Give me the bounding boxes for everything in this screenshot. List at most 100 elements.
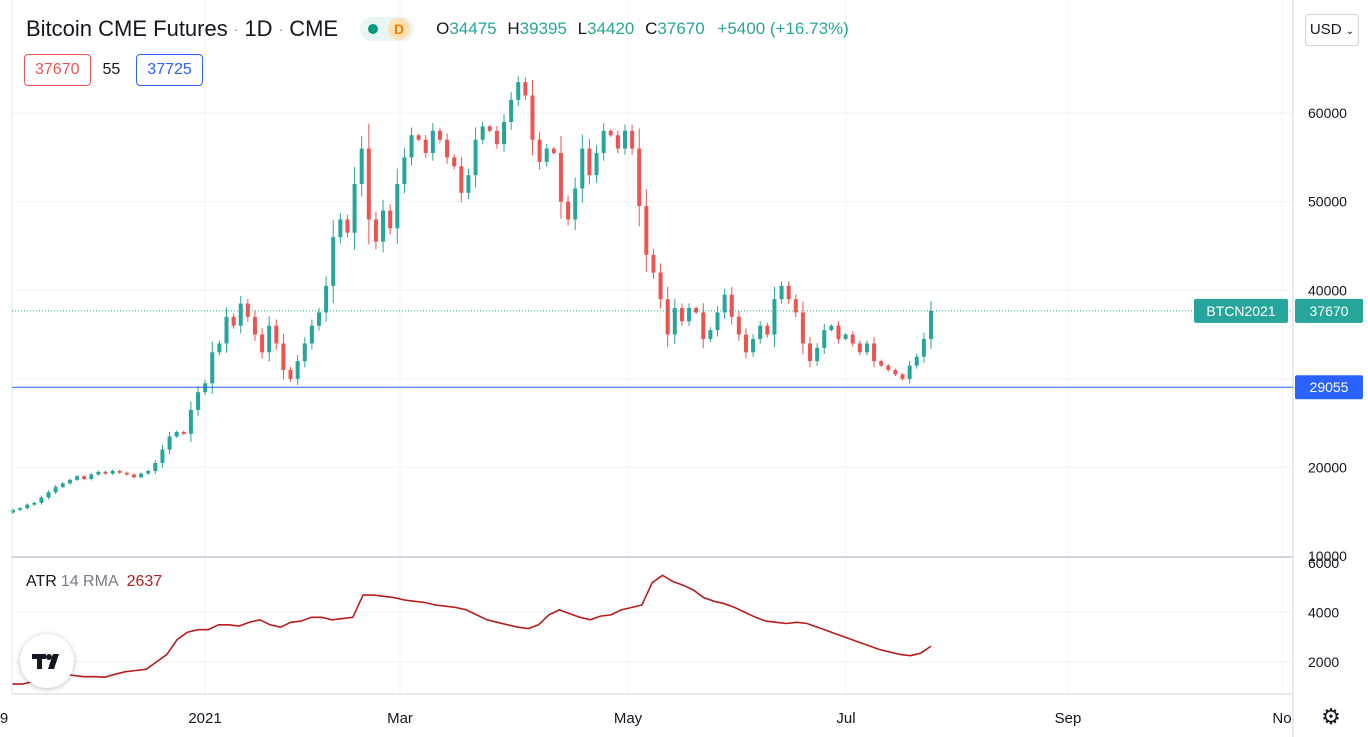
candle-body xyxy=(630,130,635,149)
candle-body xyxy=(687,308,692,322)
candle-body xyxy=(822,330,827,348)
candle-body xyxy=(124,472,129,475)
candle-body xyxy=(623,130,627,149)
candle-body xyxy=(174,432,179,437)
candle-body xyxy=(843,334,848,339)
candle-body xyxy=(153,463,158,471)
exchange-label: CME xyxy=(289,16,339,41)
candle-body xyxy=(651,254,656,273)
candle-body xyxy=(829,325,834,331)
candle-body xyxy=(921,339,926,357)
atr-name: ATR xyxy=(26,573,57,590)
candle-body xyxy=(373,219,378,242)
candle-body xyxy=(331,237,336,286)
candle-body xyxy=(580,148,585,189)
candle-body xyxy=(594,153,599,176)
tradingview-logo[interactable] xyxy=(20,634,74,688)
candle-body xyxy=(736,316,741,335)
candle-body xyxy=(131,474,136,478)
buy-button[interactable]: 37725 xyxy=(136,54,203,86)
candle-body xyxy=(75,476,80,480)
currency-label: USD xyxy=(1309,21,1342,38)
candle-body xyxy=(345,219,350,233)
candle-body xyxy=(694,308,699,313)
candle-body xyxy=(608,130,613,136)
candle-body xyxy=(886,365,891,370)
candle-body xyxy=(786,285,791,300)
atr-line xyxy=(12,574,932,685)
candle-body xyxy=(117,470,122,473)
candle-body xyxy=(60,483,65,487)
candle-body xyxy=(388,210,393,229)
candle-body xyxy=(530,95,535,140)
last-price-label: 37670 xyxy=(1310,303,1349,319)
candle-body xyxy=(793,299,798,313)
candle-body xyxy=(25,504,30,509)
candle-body xyxy=(722,294,727,313)
candle-body xyxy=(544,148,549,162)
high-value: 39395 xyxy=(519,19,567,38)
candle-body xyxy=(295,361,300,379)
candle-body xyxy=(772,299,777,335)
candle-body xyxy=(167,436,172,450)
candle-body xyxy=(395,184,400,229)
candle-body xyxy=(252,316,257,335)
candle-body xyxy=(637,148,642,207)
symbol-title[interactable]: Bitcoin CME Futures xyxy=(26,16,228,41)
candle-body xyxy=(743,334,748,353)
candle-body xyxy=(537,139,542,162)
candle-body xyxy=(644,206,649,255)
candle-body xyxy=(459,166,464,193)
candle-body xyxy=(658,272,663,300)
candle-body xyxy=(11,509,15,513)
candle-body xyxy=(494,130,499,145)
atr-value: 2637 xyxy=(126,573,163,590)
candle-body xyxy=(615,135,620,149)
candle-body xyxy=(665,299,670,335)
candle-body xyxy=(46,492,51,498)
candle-body xyxy=(139,473,144,478)
price-tick-label: 40000 xyxy=(1308,282,1347,298)
candle-body xyxy=(445,139,450,158)
price-tick-label: 10000 xyxy=(1308,548,1347,564)
last-price-label-bg xyxy=(1295,298,1363,323)
price-tick-label: 50000 xyxy=(1308,194,1347,210)
candle-body xyxy=(850,334,855,344)
candle-body xyxy=(238,303,243,326)
grid-lines xyxy=(11,0,1293,694)
candle-body xyxy=(281,343,286,370)
candle-body xyxy=(857,343,862,353)
low-value: 34420 xyxy=(587,19,635,38)
separator: · xyxy=(278,21,284,37)
candle-body xyxy=(779,285,784,300)
candle-body xyxy=(274,325,279,344)
candle-body xyxy=(907,365,912,379)
candle-body xyxy=(324,285,329,313)
candle-body xyxy=(160,449,165,463)
market-status-pill[interactable]: D xyxy=(360,17,415,41)
candle-body xyxy=(18,508,23,510)
currency-button[interactable]: USD ⌄ xyxy=(1305,14,1359,46)
candle-body xyxy=(89,474,94,479)
sell-button[interactable]: 37670 xyxy=(24,54,91,86)
line-price-label: 29055 xyxy=(1310,379,1349,395)
candle-body xyxy=(800,312,805,344)
candle-body xyxy=(765,325,770,335)
low-label: L xyxy=(577,19,588,38)
candle-body xyxy=(110,470,115,474)
settings-gear-icon[interactable]: ⚙ xyxy=(1321,704,1341,729)
candle-body xyxy=(423,139,428,153)
symbol-label-bg xyxy=(1194,298,1288,323)
candle-body xyxy=(267,325,272,353)
ohlc-readout: O34475 H39395 L34420 C37670 +5400 (+16.7… xyxy=(436,19,849,39)
interval-label[interactable]: 1D xyxy=(244,16,273,41)
candle-body xyxy=(317,312,321,326)
candle-body xyxy=(587,148,592,176)
candle-body xyxy=(402,157,407,184)
open-value: 34475 xyxy=(449,19,497,38)
atr-legend: ATR 14 RMA 2637 xyxy=(26,573,162,591)
candle-body xyxy=(352,184,357,233)
line-price-label-bg xyxy=(1295,375,1363,400)
